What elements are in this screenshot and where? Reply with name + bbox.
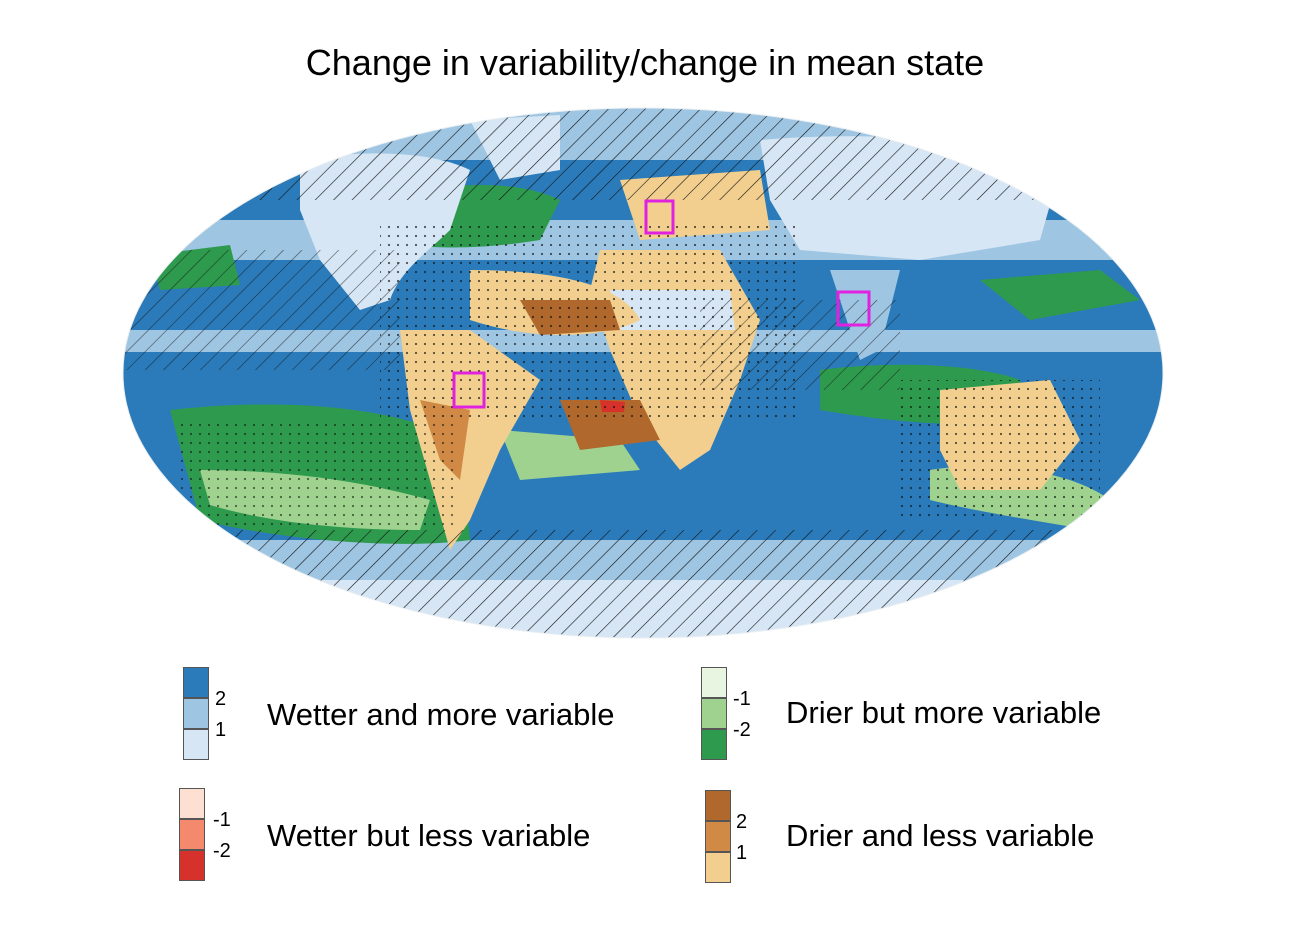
legend-tick: -1 (213, 809, 231, 831)
legend-swatch (701, 698, 727, 729)
europe-box (644, 199, 675, 235)
legend-tick: 1 (215, 719, 227, 741)
legend-drier-less-variable: 2 1 Drier and less variable (705, 790, 1165, 886)
legend-tick: 1 (736, 842, 748, 864)
legend-swatch (705, 821, 731, 852)
legend-swatch (183, 667, 209, 698)
legend-tick: -2 (733, 719, 751, 741)
legend-label: Wetter but less variable (267, 818, 591, 853)
legend-wetter-less-variable: -1 -2 Wetter but less variable (179, 788, 659, 884)
legend-swatch (705, 790, 731, 821)
legend-tick: -1 (733, 688, 751, 710)
legend-swatch (183, 729, 209, 760)
legend-swatch (701, 729, 727, 760)
map-field (123, 108, 1163, 638)
map-title: Change in variability/change in mean sta… (305, 42, 985, 83)
legend-swatch (179, 788, 205, 819)
legend-label: Drier but more variable (786, 695, 1102, 730)
legend-swatch (179, 819, 205, 850)
legend-swatch (179, 850, 205, 881)
legend-swatch (705, 852, 731, 883)
legend-label: Wetter and more variable (267, 697, 615, 732)
legend-tick: -2 (213, 840, 231, 862)
south-america-box (452, 371, 486, 409)
legend-drier-more-variable: -1 -2 Drier but more variable (701, 667, 1161, 763)
map-outline (122, 107, 1164, 639)
legend-wetter-more-variable: 2 1 Wetter and more variable (183, 667, 663, 763)
legend-label: Drier and less variable (786, 818, 1095, 853)
legend-tick: 2 (736, 811, 748, 833)
legend-swatch (183, 698, 209, 729)
legend-swatch (701, 667, 727, 698)
world-map (122, 107, 1164, 639)
legend-tick: 2 (215, 688, 227, 710)
india-box (836, 290, 871, 327)
